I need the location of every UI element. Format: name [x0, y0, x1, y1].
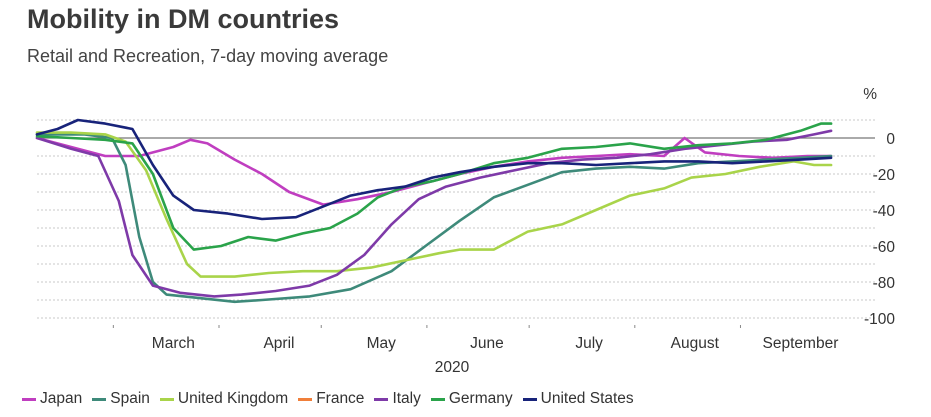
legend-label: Japan: [40, 390, 83, 407]
legend-label: France: [316, 390, 365, 407]
series-line-italy: [35, 129, 833, 298]
y-tick-label: -40: [873, 203, 896, 220]
x-tick-label: June: [470, 335, 504, 352]
y-tick-label: -80: [873, 275, 896, 292]
series-line-united-states: [35, 118, 833, 221]
series-line-germany: [35, 122, 833, 251]
legend-swatch: [92, 397, 107, 401]
legend-item-spain: Spain: [92, 390, 150, 408]
x-tick-label: July: [575, 335, 603, 352]
x-axis-year-label: 2020: [435, 359, 470, 376]
legend-item-france: France: [298, 390, 364, 408]
line-chart: 0 -20 -40 -60 -80 -100% March April May June July A…: [35, 86, 896, 376]
legend-label: Germany: [448, 390, 513, 407]
x-tick-label: August: [671, 335, 720, 352]
x-tick-label: March: [152, 335, 195, 352]
legend-label: United Kingdom: [177, 390, 289, 407]
legend-item-japan: Japan: [22, 390, 82, 408]
legend-swatch: [159, 397, 174, 401]
legend-label: Italy: [392, 390, 421, 407]
legend-swatch: [522, 397, 537, 401]
series-line-spain: [35, 133, 833, 304]
y-tick-label: -60: [873, 239, 896, 256]
legend-item-united-kingdom: United Kingdom: [159, 390, 289, 408]
y-tick-label: -100: [864, 311, 895, 328]
legend-label: Spain: [110, 390, 150, 407]
chart-subtitle: Retail and Recreation, 7-day moving aver…: [27, 46, 389, 66]
y-unit-label: %: [863, 86, 877, 103]
x-tick-label: April: [263, 335, 294, 352]
legend-swatch: [374, 397, 389, 401]
legend-item-italy: Italy: [374, 390, 421, 408]
y-tick-label: 0: [886, 131, 895, 148]
legend-swatch: [298, 397, 313, 401]
legend-swatch: [430, 397, 445, 401]
legend-label: United States: [540, 390, 634, 407]
series-line-united-kingdom: [35, 131, 833, 278]
chart-title: Mobility in DM countries: [27, 4, 340, 34]
legend-item-united-states: United States: [522, 390, 634, 408]
legend-swatch: [22, 397, 36, 401]
x-tick-label: September: [763, 335, 839, 352]
legend-item-germany: Germany: [430, 390, 513, 408]
x-tick-label: May: [367, 335, 397, 352]
chart-legend: Japan Spain United Kingdom France Italy Germa…: [22, 390, 644, 408]
y-tick-label: -20: [873, 167, 896, 184]
